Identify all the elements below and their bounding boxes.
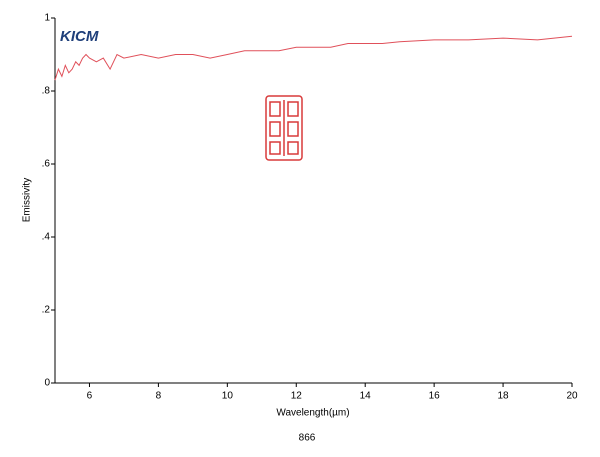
- data-line: [54, 35, 573, 81]
- annotation: KICM: [60, 28, 99, 45]
- x-tick-label: 10: [222, 391, 234, 402]
- y-tick-label: 0: [44, 378, 50, 389]
- x-tick-label: 12: [291, 391, 303, 402]
- y-axis-label: Emissivity: [22, 178, 33, 222]
- x-tick-label: 6: [87, 391, 93, 402]
- x-tick-label: 20: [566, 391, 578, 402]
- y-tick-label: .8: [42, 86, 51, 97]
- y-tick-label: .6: [42, 159, 51, 170]
- x-tick-label: 18: [498, 391, 510, 402]
- y-tick-label: .2: [42, 305, 51, 316]
- x-axis-label: Wavelength(µm): [276, 408, 349, 419]
- y-tick-label: 1: [44, 13, 50, 24]
- x-tick-label: 16: [429, 391, 441, 402]
- y-tick-label: .4: [42, 232, 51, 243]
- x-tick-label: 8: [156, 391, 162, 402]
- seal: [265, 95, 303, 161]
- x-tick-label: 14: [360, 391, 372, 402]
- footer: 866: [299, 433, 316, 444]
